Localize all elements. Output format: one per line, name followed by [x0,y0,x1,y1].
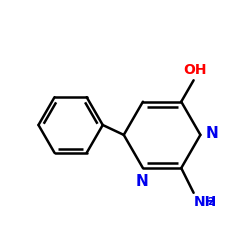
Text: 2: 2 [208,196,214,206]
Text: N: N [135,174,148,189]
Text: OH: OH [183,63,206,77]
Text: N: N [206,126,218,142]
Text: NH: NH [194,195,217,209]
